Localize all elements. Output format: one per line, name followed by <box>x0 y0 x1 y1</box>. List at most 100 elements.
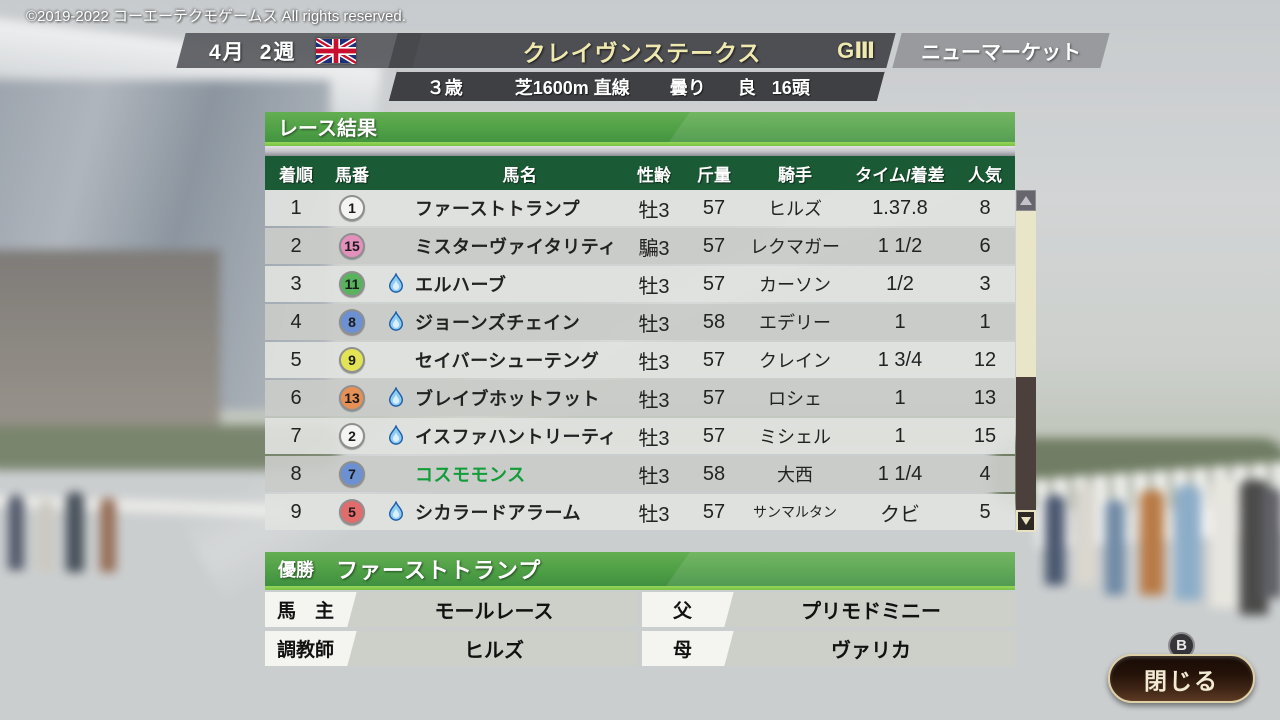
condition-course: 芝1600m 直線 <box>514 77 630 98</box>
horse-name: シカラードアラーム <box>415 503 581 523</box>
winner-detail-label-bg: 母 <box>642 631 734 666</box>
carried-weight: 57 <box>702 424 726 447</box>
table-row[interactable]: 8 7 コスモモンス 牡3 58 大西 1 1/4 4 <box>265 456 1015 492</box>
jockey-name: カーソン <box>759 275 831 295</box>
carried-weight: 57 <box>702 272 726 295</box>
jockey-name: ヒルズ <box>768 199 822 219</box>
horse-number-badge: 1 <box>339 195 365 221</box>
jockey-name: サンマルタン <box>753 504 837 520</box>
carried-weight: 58 <box>702 462 726 485</box>
race-title-bar: クレイヴンステークス GⅢ <box>388 33 896 68</box>
jockey-name: 大西 <box>777 465 813 485</box>
winner-detail-value: プリモドミニー <box>801 601 941 623</box>
background-person <box>38 500 54 572</box>
finish-position: 9 <box>290 500 302 523</box>
carried-weight: 57 <box>702 234 726 257</box>
arrow-up-icon <box>1020 196 1032 205</box>
horse-name: ジョーンズチェイン <box>415 313 581 333</box>
grandstand-lower <box>0 250 220 440</box>
carried-weight: 58 <box>702 310 726 333</box>
jockey-name: エデリー <box>759 313 831 333</box>
date-month: 4月 <box>209 40 246 64</box>
background-person <box>1140 490 1164 595</box>
horse-name: ファーストトランプ <box>415 199 581 219</box>
flame-icon <box>388 273 404 293</box>
winner-bar-underline <box>265 586 1015 590</box>
time-or-margin: 1/2 <box>886 272 914 295</box>
finish-position: 4 <box>290 310 302 333</box>
carried-weight: 57 <box>702 386 726 409</box>
flame-cell <box>377 273 415 295</box>
winner-detail-label-bg: 馬 主 <box>265 592 357 627</box>
carried-weight: 57 <box>702 348 726 371</box>
condition-field-size: 16頭 <box>771 77 810 98</box>
jockey-name: レクマガー <box>750 237 840 257</box>
finish-position: 7 <box>290 424 302 447</box>
table-row[interactable]: 5 9 セイバーシューテング 牡3 57 クレイン 1 3/4 12 <box>265 342 1015 378</box>
winner-detail-label: 調教師 <box>277 640 335 661</box>
column-header-weight: 斤量 <box>697 165 731 185</box>
condition-going: 良 <box>737 77 756 98</box>
flame-cell <box>377 311 415 333</box>
results-scrollbar[interactable] <box>1016 190 1036 532</box>
winner-detail-cell: 調教師 ヒルズ <box>265 631 638 666</box>
venue-name: ニューマーケット <box>921 42 1081 64</box>
jockey-name: クレイン <box>759 351 831 371</box>
horse-number-cell: 2 <box>327 423 377 449</box>
close-button[interactable]: 閉じる <box>1108 654 1255 703</box>
table-row[interactable]: 9 5 シカラードアラーム 牡3 57 サンマルタン クビ 5 <box>265 494 1015 530</box>
scrollbar-thumb[interactable] <box>1016 211 1036 377</box>
horse-name: ブレイブホットフット <box>415 389 600 409</box>
background-person <box>100 498 116 572</box>
sex-age: 牡3 <box>638 389 670 412</box>
winner-detail-value: ヴァリカ <box>831 640 911 662</box>
winner-detail-value: モールレース <box>434 601 554 623</box>
time-or-margin: クビ <box>880 503 920 526</box>
winner-detail-cell: 母 ヴァリカ <box>642 631 1015 666</box>
winner-detail-cell: 父 プリモドミニー <box>642 592 1015 627</box>
sex-age: 牡3 <box>638 465 670 488</box>
scrollbar-track[interactable] <box>1016 377 1036 510</box>
table-row[interactable]: 4 8 ジョーンズチェイン 牡3 58 エデリー 1 1 <box>265 304 1015 340</box>
horse-number-cell: 8 <box>327 309 377 335</box>
race-conditions-bar: ３歳 芝1600m 直線 曇り 良 16頭 <box>388 70 886 101</box>
horse-name: イスファハントリーティ <box>415 427 617 447</box>
time-or-margin: 1 <box>894 424 906 447</box>
uk-flag-icon <box>316 37 357 64</box>
background-person <box>1175 485 1201 600</box>
horse-number-badge: 2 <box>339 423 365 449</box>
horse-name: エルハーブ <box>415 275 507 295</box>
table-row[interactable]: 1 1 ファーストトランプ 牡3 57 ヒルズ 1.37.8 8 <box>265 190 1015 226</box>
sex-age: 牡3 <box>638 313 670 336</box>
results-title: レース結果 <box>278 118 377 140</box>
horse-number-cell: 9 <box>327 347 377 373</box>
winner-horse-name: ファーストトランプ <box>336 558 542 583</box>
popularity-rank: 8 <box>979 196 991 219</box>
scroll-down-button[interactable] <box>1016 510 1036 532</box>
table-row[interactable]: 3 11 エルハーブ 牡3 57 カーソン 1/2 3 <box>265 266 1015 302</box>
results-rows: 1 1 ファーストトランプ 牡3 57 ヒルズ 1.37.8 8 2 15 ミスターヴァイタリティ騙… <box>265 190 1015 532</box>
table-row[interactable]: 2 15 ミスターヴァイタリティ 騙3 57 レクマガー 1 1/2 6 <box>265 228 1015 264</box>
race-name: クレイヴンステークス <box>522 39 762 66</box>
flame-cell <box>377 387 415 409</box>
sex-age: 牡3 <box>638 427 670 450</box>
table-row[interactable]: 6 13 ブレイブホットフット 牡3 57 ロシェ 1 13 <box>265 380 1015 416</box>
time-or-margin: 1 1/4 <box>877 462 923 485</box>
horse-number-badge: 15 <box>339 233 365 259</box>
table-row[interactable]: 7 2 イスファハントリーティ 牡3 57 ミシェル 1 15 <box>265 418 1015 454</box>
results-title-bar: レース結果 <box>265 112 1015 146</box>
winner-label: 優勝 <box>278 560 314 580</box>
finish-position: 2 <box>290 234 302 257</box>
results-title-underline <box>265 142 1015 146</box>
background-person <box>1075 485 1097 585</box>
condition-age: ３歳 <box>426 77 463 98</box>
background-person <box>1262 488 1280 598</box>
column-header-jockey: 騎手 <box>778 165 812 185</box>
finish-position: 1 <box>290 196 302 219</box>
scroll-up-button[interactable] <box>1016 190 1036 211</box>
column-header-sex-age: 性齢 <box>637 165 671 185</box>
column-header-name: 馬名 <box>502 165 538 185</box>
flame-icon <box>388 387 404 407</box>
carried-weight: 57 <box>702 500 726 523</box>
